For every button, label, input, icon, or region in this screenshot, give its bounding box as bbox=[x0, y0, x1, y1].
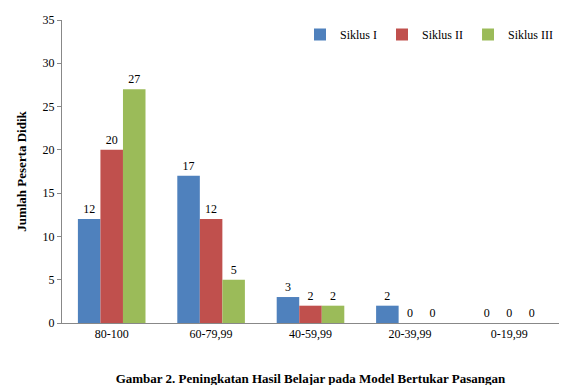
svg-text:0: 0 bbox=[429, 306, 435, 320]
svg-text:35: 35 bbox=[43, 13, 55, 27]
svg-text:15: 15 bbox=[43, 186, 55, 200]
svg-text:60-79,99: 60-79,99 bbox=[190, 327, 233, 341]
svg-text:5: 5 bbox=[231, 263, 237, 277]
svg-text:2: 2 bbox=[384, 289, 390, 303]
svg-text:0: 0 bbox=[529, 306, 535, 320]
svg-text:20: 20 bbox=[106, 133, 118, 147]
svg-text:0: 0 bbox=[49, 316, 55, 330]
svg-text:Jumlah Peserta Didik: Jumlah Peserta Didik bbox=[14, 110, 29, 231]
svg-text:80-100: 80-100 bbox=[95, 327, 129, 341]
svg-text:20-39,99: 20-39,99 bbox=[388, 327, 431, 341]
svg-text:25: 25 bbox=[43, 100, 55, 114]
svg-text:17: 17 bbox=[183, 159, 195, 173]
svg-text:0: 0 bbox=[407, 306, 413, 320]
svg-text:2: 2 bbox=[330, 289, 336, 303]
svg-text:0-19,99: 0-19,99 bbox=[491, 327, 528, 341]
svg-text:Gambar 2. Peningkatan Hasil Be: Gambar 2. Peningkatan Hasil Belajar pada… bbox=[116, 371, 506, 385]
svg-text:27: 27 bbox=[128, 72, 140, 86]
svg-text:2: 2 bbox=[308, 289, 314, 303]
svg-text:5: 5 bbox=[49, 273, 55, 287]
svg-text:3: 3 bbox=[285, 280, 291, 294]
svg-text:20: 20 bbox=[43, 143, 55, 157]
svg-text:0: 0 bbox=[484, 306, 490, 320]
svg-text:10: 10 bbox=[43, 230, 55, 244]
svg-text:12: 12 bbox=[205, 202, 217, 216]
svg-text:30: 30 bbox=[43, 56, 55, 70]
svg-text:Siklus III: Siklus III bbox=[508, 28, 553, 42]
svg-text:Siklus II: Siklus II bbox=[422, 28, 463, 42]
svg-text:Siklus I: Siklus I bbox=[340, 28, 377, 42]
svg-text:12: 12 bbox=[83, 202, 95, 216]
svg-text:40-59,99: 40-59,99 bbox=[289, 327, 332, 341]
svg-text:0: 0 bbox=[506, 306, 512, 320]
